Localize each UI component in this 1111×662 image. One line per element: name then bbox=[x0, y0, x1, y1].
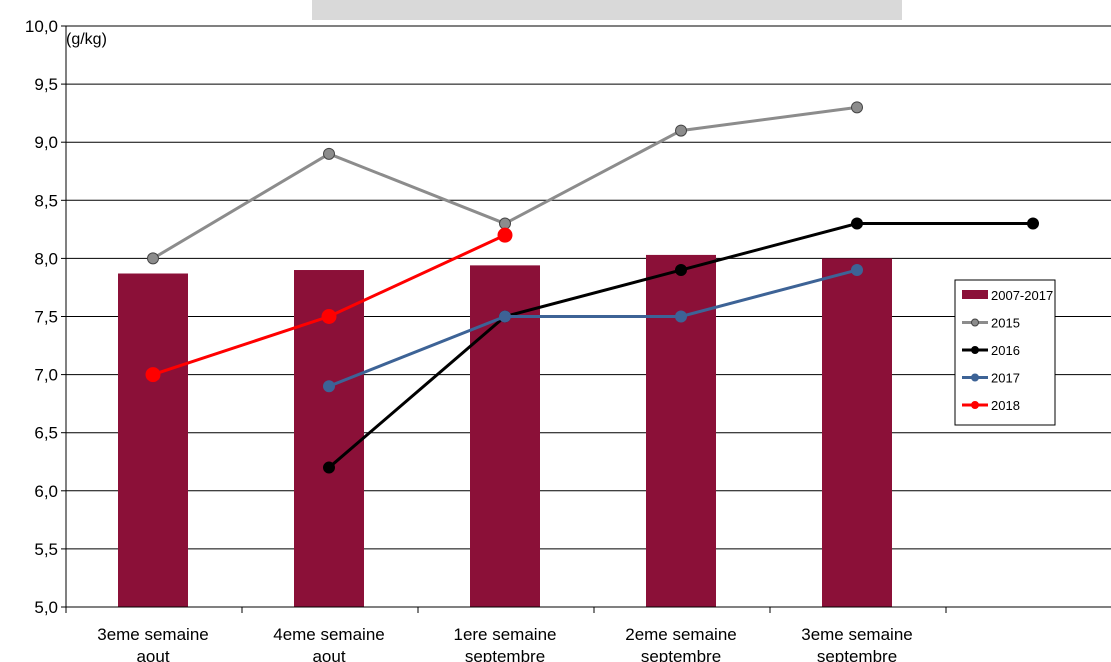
x-tick-label: 2eme semaine bbox=[625, 625, 737, 644]
bar bbox=[294, 270, 364, 607]
x-tick-label: aout bbox=[312, 647, 345, 662]
x-tick-label: aout bbox=[136, 647, 169, 662]
data-point bbox=[675, 124, 687, 137]
data-point bbox=[145, 367, 161, 383]
data-point bbox=[675, 264, 687, 277]
y-tick-label: 8,0 bbox=[34, 249, 58, 268]
x-tick-label: septembre bbox=[465, 647, 545, 662]
axes: 5,0 5,5 6,0 6,5 7,0 7,5 8,0 8,5 9,0 9,5 10,0 3eme s… bbox=[25, 17, 1111, 662]
data-point bbox=[851, 217, 863, 230]
y-unit-label: (g/kg) bbox=[66, 31, 107, 48]
data-point bbox=[1027, 217, 1039, 230]
legend-label: 2007-2017 bbox=[991, 288, 1053, 303]
legend-swatch bbox=[962, 290, 988, 299]
legend-label: 2016 bbox=[991, 343, 1020, 358]
y-tick-label: 5,5 bbox=[34, 540, 58, 559]
lines bbox=[145, 101, 1039, 474]
x-tick-label: 3eme semaine bbox=[97, 625, 209, 644]
y-tick-label: 5,0 bbox=[34, 598, 58, 617]
data-point bbox=[675, 310, 687, 323]
y-tick-label: 7,0 bbox=[34, 366, 58, 385]
y-tick-label: 6,5 bbox=[34, 424, 58, 443]
bar bbox=[118, 273, 188, 607]
data-point bbox=[323, 380, 335, 393]
x-tick-label: septembre bbox=[817, 647, 897, 662]
y-tick-label: 9,0 bbox=[34, 133, 58, 152]
data-point bbox=[499, 310, 511, 323]
gridlines bbox=[66, 25, 1111, 550]
y-tick-label: 9,5 bbox=[34, 75, 58, 94]
legend-label: 2018 bbox=[991, 398, 1020, 413]
data-point bbox=[497, 227, 513, 243]
bars bbox=[118, 254, 892, 607]
legend-label: 2017 bbox=[991, 371, 1020, 386]
bar bbox=[646, 254, 716, 607]
x-tick-label: 4eme semaine bbox=[273, 625, 385, 644]
x-tick-label: septembre bbox=[641, 647, 721, 662]
data-point bbox=[321, 309, 337, 324]
legend-marker bbox=[971, 346, 979, 354]
legend-marker bbox=[971, 373, 979, 382]
legend-marker bbox=[971, 318, 979, 327]
data-point bbox=[323, 461, 335, 474]
y-tick-label: 10,0 bbox=[25, 17, 58, 36]
data-point bbox=[147, 252, 159, 265]
legend-marker bbox=[971, 401, 979, 409]
series-line bbox=[328, 268, 858, 388]
y-tick-label: 6,0 bbox=[34, 482, 58, 501]
x-tick-label: 3eme semaine bbox=[801, 625, 913, 644]
y-tick-label: 8,5 bbox=[34, 191, 58, 210]
y-tick-label: 7,5 bbox=[34, 308, 58, 327]
data-point bbox=[851, 264, 863, 277]
legend-label: 2015 bbox=[991, 316, 1020, 331]
title-banner bbox=[312, 0, 902, 20]
bar bbox=[822, 258, 892, 607]
data-point bbox=[851, 101, 863, 114]
data-point bbox=[499, 217, 511, 230]
legend-box bbox=[954, 279, 1056, 426]
data-point bbox=[323, 147, 335, 160]
x-tick-label: 1ere semaine bbox=[453, 625, 556, 644]
legend: 2007-2017 2015 2016 2017 2018 bbox=[954, 279, 1056, 426]
